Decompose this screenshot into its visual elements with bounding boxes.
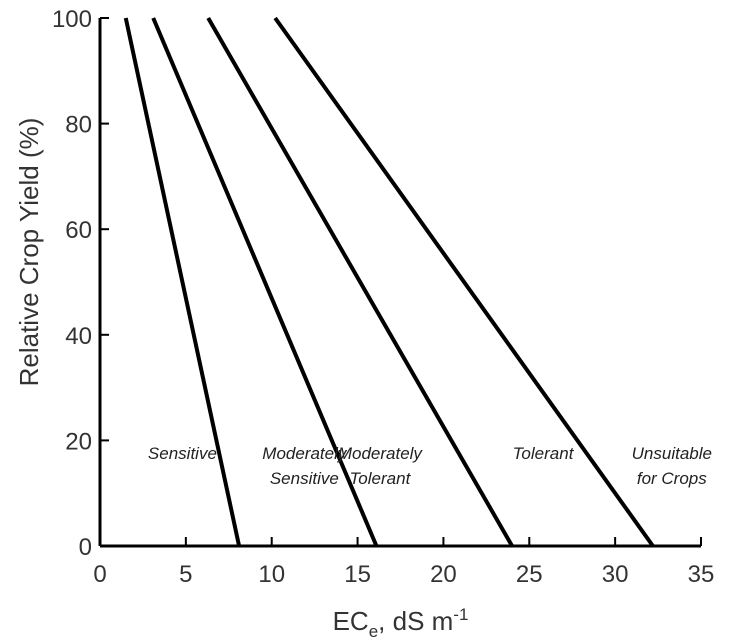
x-tick-label: 0 [93, 561, 106, 588]
x-axis-title-main: EC [333, 606, 369, 636]
x-axis-title-superscript: -1 [453, 605, 468, 624]
y-tick-label: 100 [52, 6, 92, 33]
region-label-2: Moderately Sensitive [262, 444, 348, 488]
x-tick-label: 20 [430, 561, 457, 588]
region-label-line: Moderately [262, 444, 348, 463]
region-label-1: Sensitive [148, 444, 217, 463]
x-tick-label: 25 [516, 561, 543, 588]
yield-threshold-line-2 [151, 17, 379, 547]
y-axis-title: Relative Crop Yield (%) [14, 118, 44, 387]
x-tick-label: 10 [258, 561, 285, 588]
x-axis-ticks: 0 5 10 15 20 25 30 35 [93, 537, 714, 588]
y-tick-label: 80 [65, 112, 92, 139]
region-label-line: Tolerant [513, 444, 575, 463]
x-tick-label: 15 [344, 561, 371, 588]
yield-threshold-line-3 [206, 17, 514, 547]
x-tick-label: 30 [602, 561, 629, 588]
x-tick-label: 35 [688, 561, 715, 588]
y-tick-label: 0 [79, 534, 92, 561]
region-label-line: Tolerant [349, 469, 411, 488]
region-label-5: Unsuitable for Crops [632, 444, 712, 488]
yield-threshold-line-1 [123, 17, 242, 547]
x-axis-title: ECe, dS m-1 [333, 605, 469, 641]
series-lines [123, 16, 655, 548]
region-label-line: Sensitive [270, 469, 339, 488]
x-axis-title-subscript: e [369, 622, 378, 641]
y-axis-ticks: 0 20 40 60 80 100 [52, 6, 109, 561]
region-label-line: Unsuitable [632, 444, 712, 463]
axes [98, 18, 701, 548]
yield-threshold-line-4 [273, 16, 655, 548]
region-label-line: Moderately [338, 444, 424, 463]
region-label-3: Moderately Tolerant [338, 444, 424, 488]
y-tick-label: 40 [65, 323, 92, 350]
region-label-4: Tolerant [513, 444, 575, 463]
region-label-line: Sensitive [148, 444, 217, 463]
x-tick-label: 5 [179, 561, 192, 588]
region-label-line: for Crops [637, 469, 707, 488]
y-tick-label: 20 [65, 428, 92, 455]
y-tick-label: 60 [65, 217, 92, 244]
x-axis-title-rest: , dS m [378, 606, 453, 636]
